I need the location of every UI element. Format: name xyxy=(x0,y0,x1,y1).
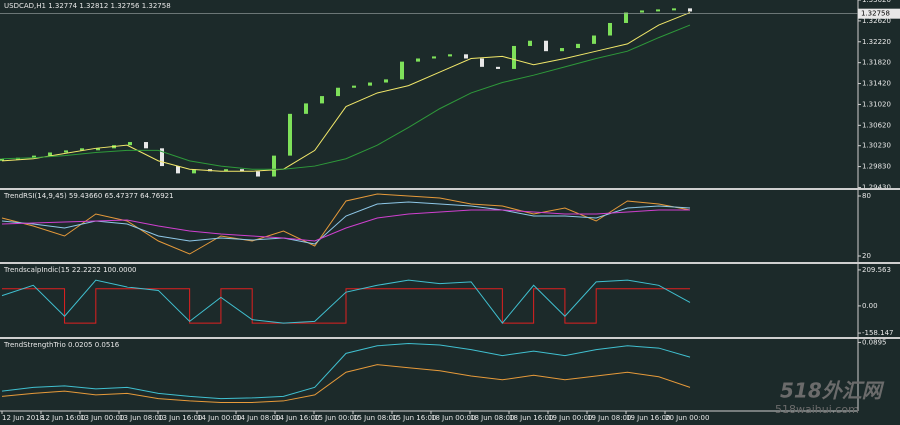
candle xyxy=(64,150,68,153)
time-label: 14 Jun 08:00 xyxy=(236,414,280,422)
price-label: 1.30620 xyxy=(862,121,891,129)
price-label: 1.31820 xyxy=(862,59,891,67)
indicator-line xyxy=(1,193,691,255)
candle xyxy=(160,148,164,167)
candle xyxy=(688,8,692,12)
candle xyxy=(576,43,580,49)
candle xyxy=(336,87,340,97)
price-label: 1.29830 xyxy=(862,163,891,171)
price-label: 1.30230 xyxy=(862,142,891,150)
price-label: 209.563 xyxy=(862,266,891,274)
panel-title: TrendRSI(14,9,45) 59.43660 65.47377 64.7… xyxy=(3,192,174,200)
candle xyxy=(80,148,84,151)
price-label: 1.32620 xyxy=(862,17,891,25)
candle xyxy=(304,103,308,114)
candle xyxy=(656,9,660,12)
time-label: 12 Jun 16:00 xyxy=(41,414,85,422)
time-label: 14 Jun 00:00 xyxy=(197,414,241,422)
candle xyxy=(48,152,52,156)
candle xyxy=(96,148,100,151)
candle xyxy=(240,169,244,172)
indicator-line xyxy=(1,343,691,400)
price-label: 0.0895 xyxy=(862,338,887,346)
candle xyxy=(192,169,196,174)
indicator-line xyxy=(1,12,691,172)
candle xyxy=(416,58,420,62)
indicator-line xyxy=(1,201,691,245)
candle xyxy=(608,22,612,36)
candle xyxy=(224,169,228,172)
panel-title: TrendStrengthTrio 0.0205 0.0516 xyxy=(3,341,120,349)
candle xyxy=(320,96,324,104)
price-label: -158.147 xyxy=(862,329,893,337)
price-label: 1.31020 xyxy=(862,100,891,108)
watermark-title: 518外汇网 xyxy=(780,379,885,403)
time-label: 12 Jun 2018 xyxy=(2,414,44,422)
price-label: 80 xyxy=(862,192,871,200)
candle xyxy=(384,79,388,83)
time-label: 15 Jun 16:00 xyxy=(392,414,436,422)
candle xyxy=(464,54,468,59)
candle xyxy=(560,48,564,52)
candle xyxy=(176,166,180,174)
candle xyxy=(480,58,484,67)
time-label: 15 Jun 08:00 xyxy=(353,414,397,422)
time-label: 13 Jun 16:00 xyxy=(158,414,202,422)
time-label: 13 Jun 00:00 xyxy=(80,414,124,422)
indicator-line xyxy=(2,288,690,324)
candle xyxy=(256,171,260,177)
price-label: 1.33020 xyxy=(862,0,891,4)
candle xyxy=(352,85,356,88)
candle xyxy=(288,113,292,156)
candle xyxy=(448,54,452,57)
time-label: 15 Jun 00:00 xyxy=(314,414,358,422)
symbol-header: USDCAD,H1 1.32774 1.32812 1.32756 1.3275… xyxy=(4,2,171,10)
time-label: 14 Jun 16:00 xyxy=(275,414,319,422)
candle xyxy=(432,56,436,59)
candle xyxy=(32,155,36,158)
time-label: 19 Jun 16:00 xyxy=(626,414,670,422)
price-label: 1.32220 xyxy=(862,38,891,46)
time-label: 19 Jun 00:00 xyxy=(548,414,592,422)
candle xyxy=(368,82,372,86)
time-label: 20 Jun 00:00 xyxy=(665,414,709,422)
candle xyxy=(144,142,148,149)
candle xyxy=(640,10,644,13)
time-label: 18 Jun 16:00 xyxy=(509,414,553,422)
time-label: 13 Jun 08:00 xyxy=(119,414,163,422)
candle xyxy=(512,45,516,69)
watermark-url: 518waihui.com xyxy=(775,403,859,416)
candle xyxy=(0,158,4,161)
panel-title: TrendscalpIndic(15 22.2222 100.0000 xyxy=(3,266,137,274)
indicator-line xyxy=(1,279,691,324)
time-label: 18 Jun 08:00 xyxy=(470,414,514,422)
indicator-line xyxy=(1,209,690,242)
candle xyxy=(544,40,548,52)
price-label: 1.29430 xyxy=(862,183,891,191)
price-label: 1.31420 xyxy=(862,80,891,88)
candle xyxy=(400,61,404,80)
indicator-line xyxy=(1,364,691,403)
candle xyxy=(496,66,500,69)
candle xyxy=(128,142,132,146)
indicator-line xyxy=(1,24,691,170)
time-label: 18 Jun 00:00 xyxy=(431,414,475,422)
price-label: 0.00 xyxy=(862,302,878,310)
candle xyxy=(528,40,532,46)
candle xyxy=(592,35,596,44)
candle xyxy=(672,8,676,11)
current-price-label: 1.32758 xyxy=(861,10,890,18)
time-label: 19 Jun 08:00 xyxy=(587,414,631,422)
candle xyxy=(624,12,628,23)
candle xyxy=(272,155,276,177)
current-price-box xyxy=(858,8,900,19)
price-label: 20 xyxy=(862,252,871,260)
